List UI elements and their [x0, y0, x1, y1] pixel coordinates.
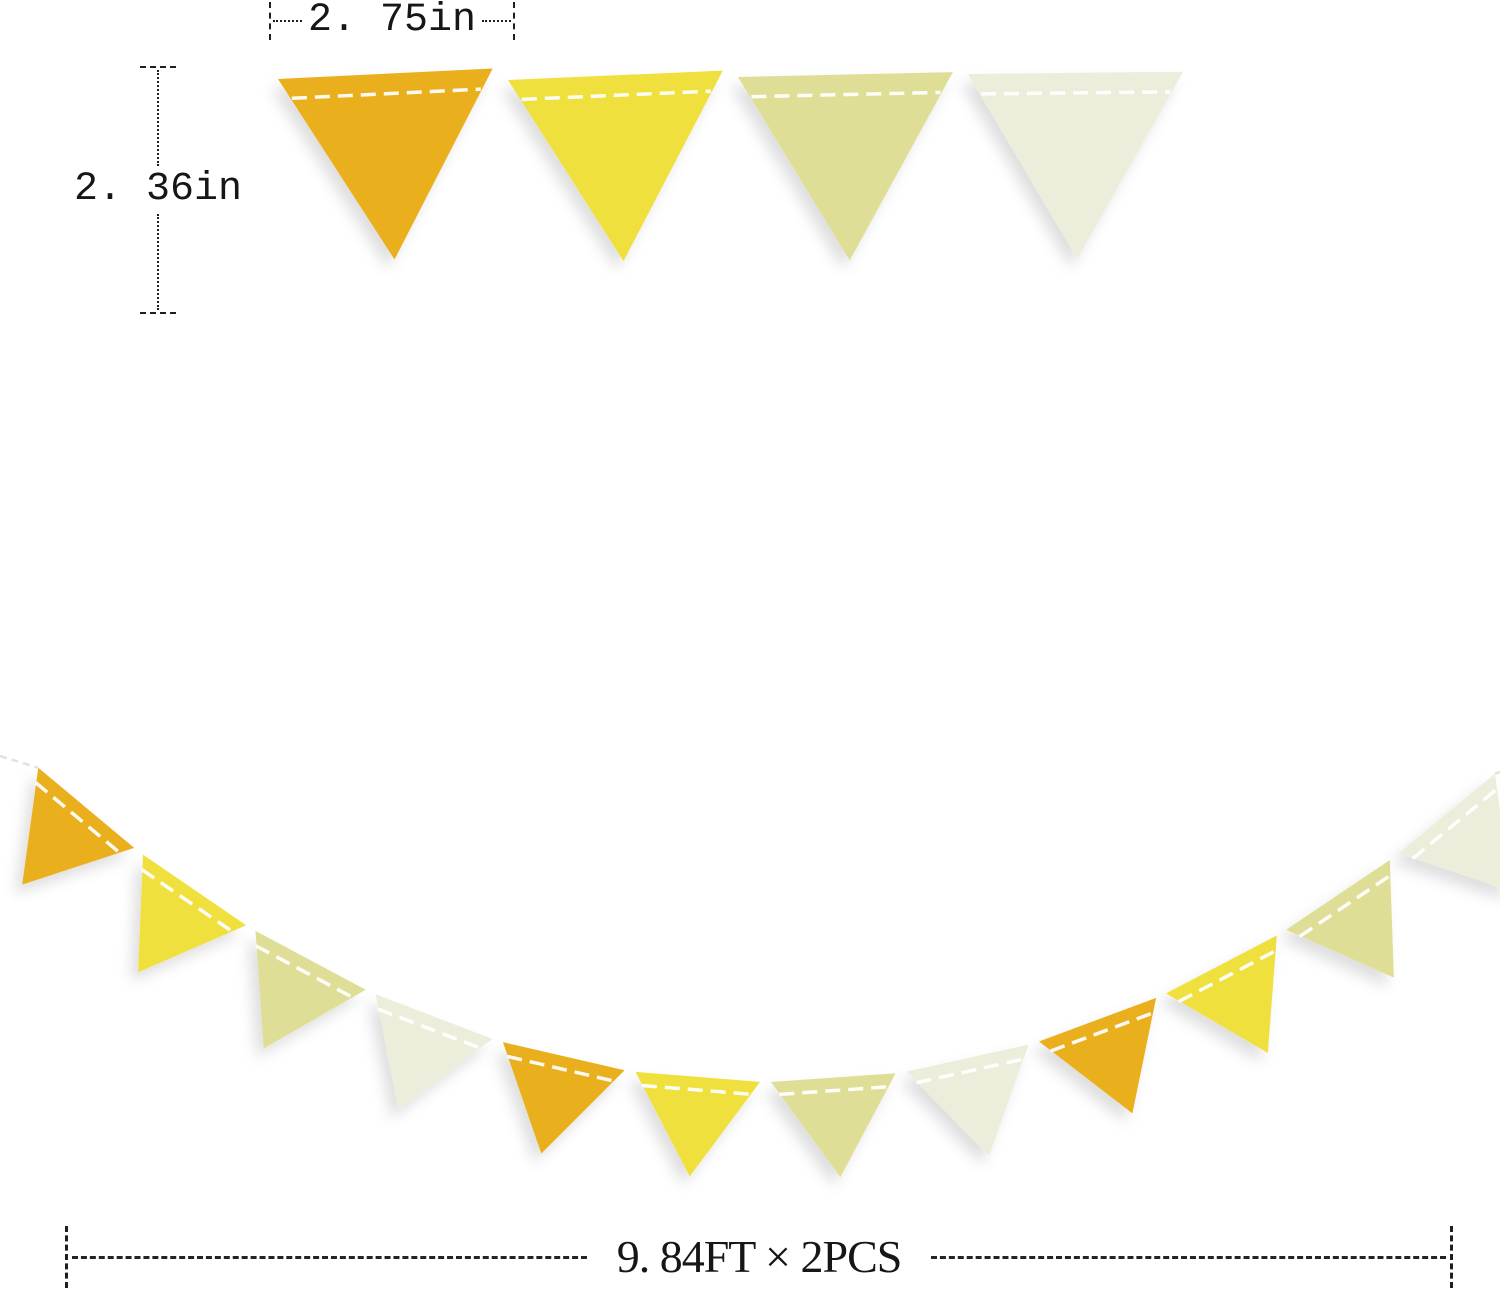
height-measure-line-bottom — [157, 214, 159, 310]
width-measurement-label: 2. 75in — [307, 0, 477, 43]
stitch-line — [255, 944, 354, 1000]
length-measure-line-right — [931, 1255, 1447, 1259]
pennant-flag — [738, 72, 953, 261]
pennant-flag — [255, 930, 366, 1049]
height-measure-line-top — [157, 70, 159, 166]
pennant-flag — [375, 994, 493, 1110]
stitch-line — [521, 89, 711, 102]
stitch-line — [1298, 873, 1392, 938]
pennant-flag — [1039, 997, 1157, 1114]
width-measure-line-left — [273, 20, 302, 22]
pennant-flag — [1166, 935, 1277, 1053]
height-measure-tick-bottom — [140, 312, 176, 314]
height-measure-tick-top — [140, 66, 176, 68]
garland-string-right — [1494, 770, 1500, 775]
stitch-line — [291, 87, 481, 101]
stitch-line — [140, 868, 234, 934]
width-measure-line-right — [482, 20, 511, 22]
pennant-flag — [278, 68, 493, 260]
length-measurement-label: 9. 84FT × 2PCS — [616, 1231, 903, 1282]
pennant-flag — [635, 1071, 760, 1177]
height-measurement: 2. 36in — [74, 66, 242, 314]
stitch-line — [506, 1054, 615, 1083]
width-measurement: 2. 75in — [269, 0, 515, 43]
pennant-flag — [771, 1073, 896, 1178]
pennant-flag — [906, 1044, 1029, 1156]
stitch-line — [34, 781, 122, 855]
stitch-line — [981, 90, 1171, 96]
stitch-line — [641, 1083, 752, 1097]
pennant-flag — [502, 1042, 625, 1154]
pennant-flag — [508, 70, 723, 262]
height-measurement-label: 2. 36in — [73, 167, 243, 212]
pennant-flag — [138, 854, 247, 973]
length-measure-tick-right — [1450, 1226, 1454, 1288]
pennant-flag — [1286, 860, 1394, 978]
length-measure-line-left — [72, 1255, 587, 1259]
stitch-line — [1177, 948, 1278, 1004]
stitch-line — [751, 90, 941, 99]
length-measurement: 9. 84FT × 2PCS — [65, 1226, 1454, 1288]
pennant-flag — [1398, 773, 1500, 888]
pennant-flag — [968, 71, 1183, 259]
stitch-line — [1411, 787, 1499, 860]
pennant-flag — [22, 767, 135, 885]
stitch-line — [377, 1007, 482, 1050]
stitch-line — [779, 1084, 890, 1097]
garland-string-left — [0, 754, 39, 769]
stitch-line — [1049, 1011, 1155, 1053]
stitch-line — [916, 1057, 1025, 1085]
width-measure-tick-left — [269, 2, 271, 40]
width-measure-tick-right — [513, 2, 515, 40]
length-measure-tick-left — [65, 1226, 68, 1288]
